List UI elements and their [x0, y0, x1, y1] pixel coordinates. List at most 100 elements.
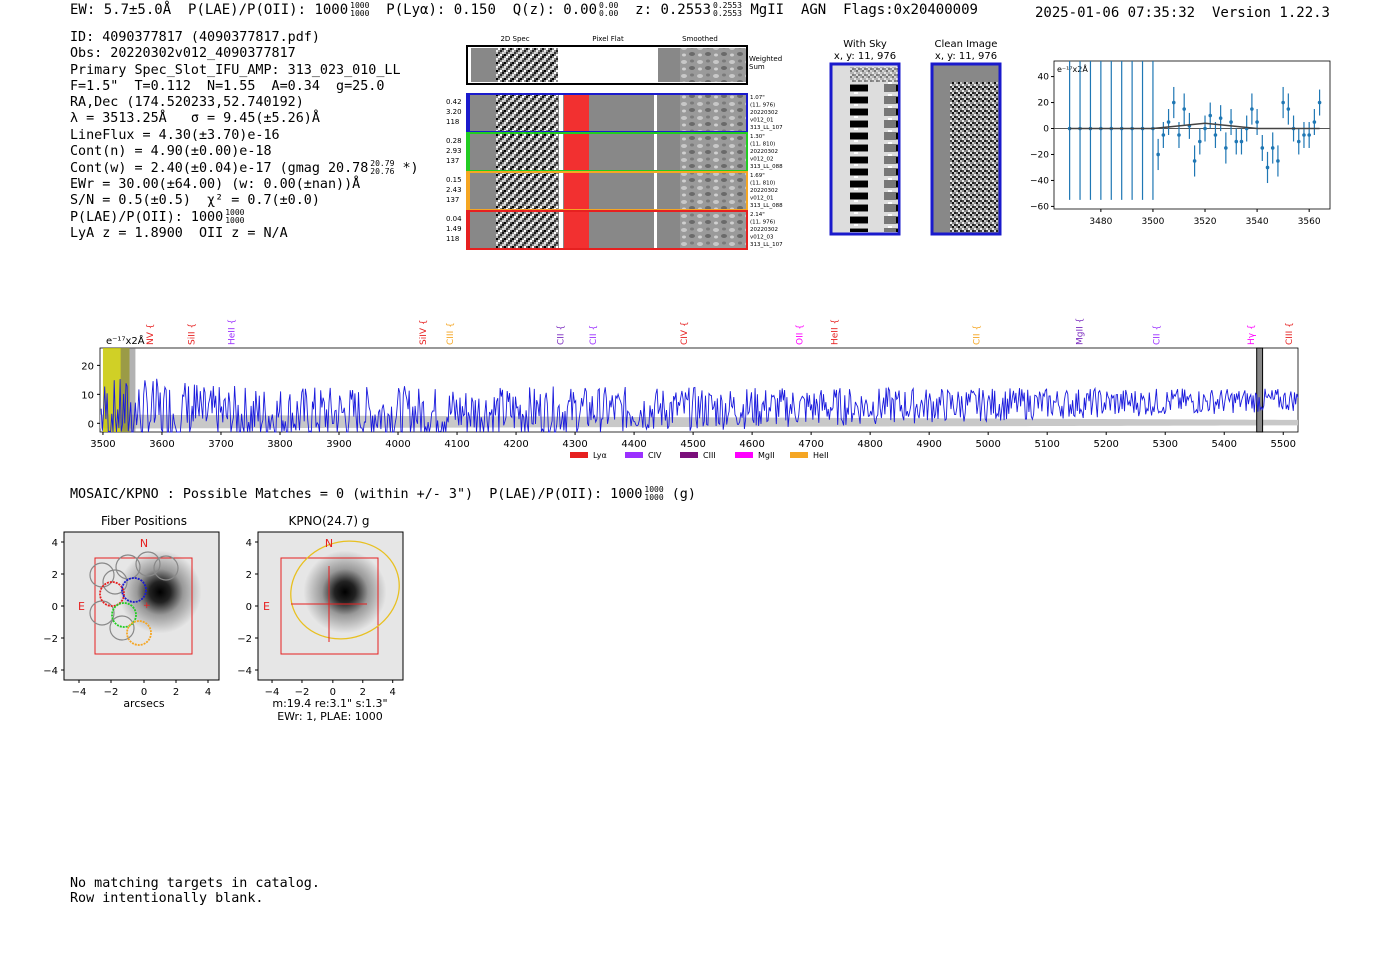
panel2-east: E — [263, 600, 270, 613]
spectrum-xtick-label: 4900 — [916, 439, 941, 450]
legend-label: HeII — [813, 451, 829, 460]
spectrum-xtick-label: 3500 — [90, 439, 115, 450]
clean-xy: x, y: 11, 976 — [935, 51, 997, 62]
with-sky-xy: x, y: 11, 976 — [834, 51, 896, 62]
mosaic-title: MOSAIC/KPNO : Possible Matches = 0 (with… — [70, 485, 696, 503]
cutout-row-desc: 1.69" — [750, 173, 765, 179]
cutout-row: 0.04 1.49 118 2.14" (11, 976)20220302 v012_03… — [446, 210, 783, 250]
cutout-row-desc: 20220302 — [750, 149, 778, 155]
legend-label: CIII — [703, 451, 716, 460]
spectrum-xtick-label: 5500 — [1271, 439, 1296, 450]
ew-value: EW: 5.7±5.0Å — [70, 2, 172, 18]
info-id: ID: 4090377817 (4090377817.pdf) — [70, 30, 320, 45]
zoom-xtick-label: 3480 — [1089, 217, 1112, 227]
zoom-point — [1276, 159, 1280, 163]
spectral-line-label: CIII { — [446, 322, 456, 345]
spectrum-xtick-label: 3900 — [326, 439, 351, 450]
panel-ytick-label: −2 — [43, 634, 58, 645]
spectrum-ytick-label: 0 — [88, 419, 94, 430]
col-smooth-label: Smoothed — [682, 35, 718, 43]
zoom-ytick-label: 20 — [1038, 99, 1050, 109]
spectral-line-label: CII { — [556, 325, 566, 345]
col-flat-label: Pixel Flat — [592, 35, 624, 43]
cutout-row: 0.42 3.20 118 1.07" (11, 976)20220302 v012_01… — [446, 93, 783, 133]
spectrum-xtick-label: 3600 — [149, 439, 174, 450]
flags-value: Flags:0x20400009 — [843, 2, 978, 18]
agn-label: AGN — [800, 2, 827, 18]
zoom-point — [1270, 146, 1275, 150]
cutout-row-stat: 2.93 — [446, 147, 462, 155]
cutout-row-stat: 0.15 — [446, 176, 462, 184]
cutout-row-stat: 2.43 — [446, 186, 462, 194]
spectrum-ytick-label: 20 — [81, 361, 94, 372]
legend-label: CIV — [648, 451, 662, 460]
spectrum-xtick-label: 5000 — [975, 439, 1000, 450]
cutout-row-stat: 1.49 — [446, 225, 462, 233]
spectrum-xtick-label: 5200 — [1093, 439, 1118, 450]
qz-value: Q(z): 0.00 — [512, 2, 598, 18]
panel-xtick-label: −2 — [104, 687, 119, 698]
zoom-point — [1302, 133, 1306, 137]
z-value: z: 0.2553 — [635, 2, 712, 18]
zoom-point — [1234, 139, 1239, 144]
zoom-point — [1224, 146, 1228, 150]
panel-xtick-label: 4 — [205, 687, 211, 698]
zoom-point — [1156, 152, 1160, 157]
weighted-sum-strip — [466, 45, 748, 85]
panel-xtick-label: 4 — [390, 687, 396, 698]
zoom-point — [1296, 139, 1301, 144]
cutout-row-desc: 313_LL_088 — [750, 203, 783, 209]
info-contw: Cont(w) = 2.40(±0.04)e-17 (gmag 20.78 20.… — [70, 159, 419, 177]
panel-ytick-label: 0 — [246, 602, 252, 613]
plae-range: 1000 1000 — [350, 1, 370, 18]
panel-xtick-label: 2 — [173, 687, 179, 698]
spectrum-units: e⁻¹⁷x2Å — [106, 334, 145, 347]
zoom-point — [1286, 107, 1291, 111]
spectral-line-label: CIII { — [1285, 322, 1295, 345]
datetime: 2025-01-06 07:35:32 — [1034, 5, 1196, 21]
zoom-point — [1229, 120, 1233, 124]
spectral-line-label: CII { — [972, 325, 982, 345]
weighted-label: Weighted — [749, 55, 782, 63]
imaging-panels: Fiber Positions KPNO(24.7) g + N E arcse… — [43, 514, 404, 723]
info-lineflux: LineFlux = 4.30(±3.70)e-16 — [70, 127, 280, 143]
legend-label: MgII — [758, 451, 775, 460]
panel1-north: N — [140, 537, 148, 550]
zoom-point — [1177, 133, 1181, 137]
zoom-xtick-label: 3560 — [1298, 217, 1321, 227]
spectrum-xtick-label: 5400 — [1212, 439, 1237, 450]
zoom-ytick-label: 0 — [1043, 125, 1049, 135]
header-bar: EW: 5.7±5.0Å P(LAE)/P(OII): 1000 1000 1000… — [70, 1, 978, 19]
cutout-row-desc: (11, 976) — [750, 220, 775, 226]
legend-swatch — [570, 452, 588, 458]
zoom-xtick-label: 3540 — [1246, 217, 1269, 227]
zoom-plot-area — [1053, 60, 1331, 210]
qz-range: 0.00 0.00 — [599, 1, 619, 18]
zoom-units: e⁻¹⁷x2Å — [1057, 63, 1088, 74]
zoom-xtick-label: 3520 — [1194, 217, 1217, 227]
info-radec: RA,Dec (174.520233,52.740192) — [70, 95, 304, 111]
detection-info: ID: 4090377817 (4090377817.pdf) Obs: 202… — [70, 30, 419, 242]
zoom-point — [1182, 107, 1186, 111]
legend-swatch — [735, 452, 753, 458]
spectrum-xtick-label: 4600 — [739, 439, 764, 450]
zoom-xtick-label: 3500 — [1141, 217, 1164, 227]
sky-panels: With Sky x, y: 11, 976 Clean Image x, y:… — [829, 39, 1002, 236]
panel-ytick-label: −2 — [237, 634, 252, 645]
panel1-xlabel: arcsecs — [123, 697, 165, 710]
cutout-row-desc: 20220302 — [750, 110, 778, 116]
catalog-line1: No matching targets in catalog. — [70, 876, 320, 891]
spectral-line-label: CII { — [589, 325, 599, 345]
legend-swatch — [680, 452, 698, 458]
panel-ytick-label: 2 — [246, 570, 252, 581]
plae-value: P(LAE)/P(OII): 1000 — [188, 2, 349, 18]
z-range: 0.2553 0.2553 — [713, 1, 742, 18]
zoom-point — [1317, 100, 1322, 105]
spectrum-line — [100, 378, 1299, 433]
panel-xtick-label: −4 — [72, 687, 87, 698]
catalog-line2: Row intentionally blank. — [70, 891, 264, 906]
cutout-row-desc: 2.14" — [750, 212, 765, 218]
panel1-title: Fiber Positions — [101, 514, 187, 528]
zoom-point — [1281, 100, 1285, 105]
cutout-row-stat: 118 — [446, 118, 459, 126]
